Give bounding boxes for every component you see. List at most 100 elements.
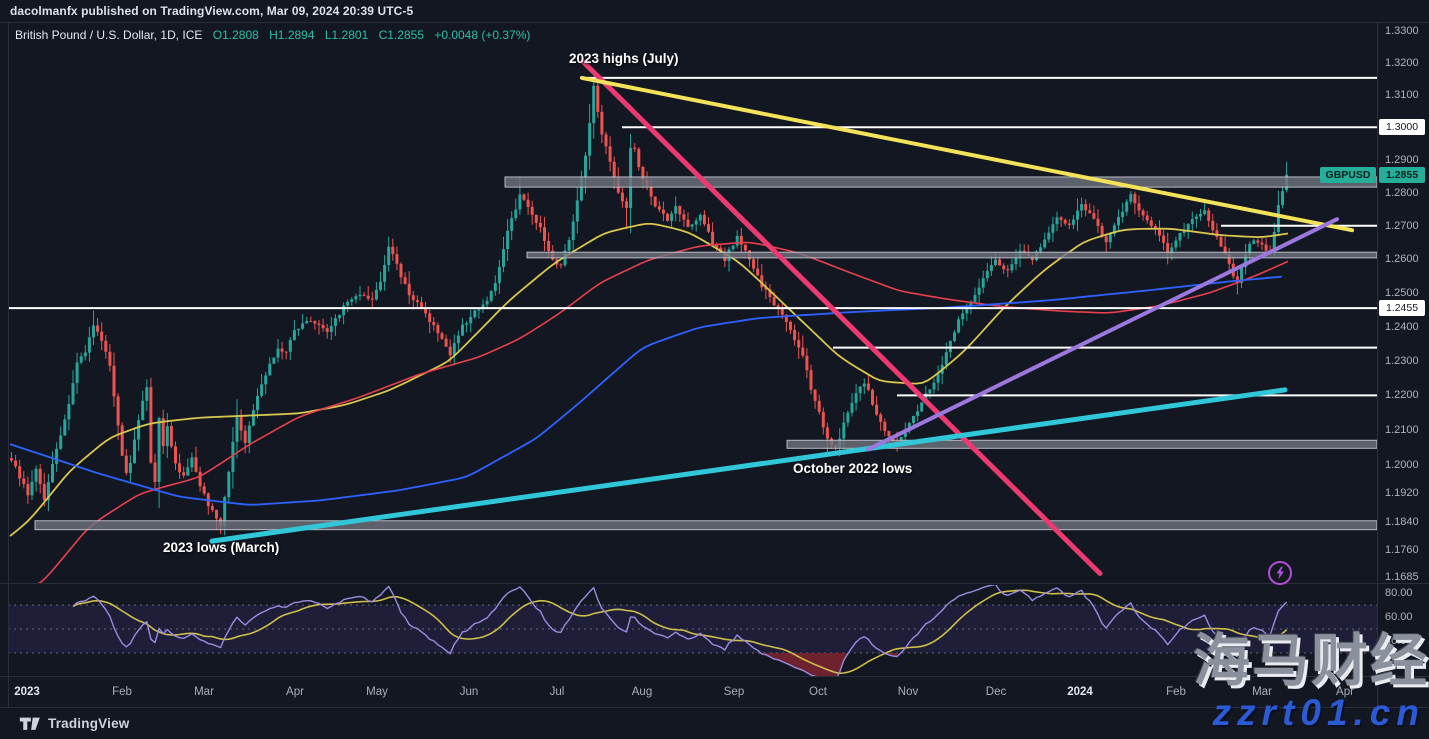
candle [850, 402, 854, 413]
symbol-legend[interactable]: British Pound / U.S. Dollar, 1D, ICE O1.… [15, 28, 530, 42]
candle [604, 134, 608, 147]
candle [387, 246, 391, 266]
candle [977, 287, 981, 295]
candle [309, 320, 313, 322]
candle [682, 214, 686, 220]
candle [1055, 217, 1059, 225]
candle [1281, 191, 1284, 206]
candle [969, 301, 973, 307]
candle [760, 275, 764, 288]
candle [317, 323, 321, 325]
candle [288, 339, 292, 352]
candle [1071, 219, 1075, 225]
candle [912, 415, 915, 424]
candle [87, 337, 91, 353]
time-axis-label: Feb [1166, 686, 1186, 698]
price-axis-label: 1.2400 [1385, 320, 1419, 333]
chart-annotation-text[interactable]: 2023 highs (July) [569, 51, 679, 66]
candle [596, 85, 600, 112]
candle [112, 365, 116, 397]
candle [989, 265, 993, 271]
time-axis[interactable]: 2023 Feb Mar Apr May Jun Jul Aug Sep Oct Nov Dec 202… [0, 677, 1429, 707]
candle [686, 219, 690, 227]
price-axis-label: 1.2300 [1385, 354, 1419, 367]
candle [141, 400, 145, 421]
time-axis-label: Aug [631, 686, 653, 698]
candle [567, 240, 571, 251]
candle [649, 187, 653, 197]
candle [440, 333, 444, 339]
candle [575, 200, 579, 222]
candle [1117, 217, 1120, 226]
candle [764, 287, 768, 290]
price-axis[interactable]: 1.3300 1.3200 1.3100 1.2900 1.2800 1.2700 1.26… [1377, 22, 1429, 707]
candle [223, 497, 227, 526]
price-axis-label: 1.2900 [1385, 153, 1419, 166]
ma-fast-yellow [9, 223, 1289, 537]
candle [678, 206, 682, 215]
rsi-axis-label: 40.00 [1385, 635, 1413, 647]
candle [239, 414, 243, 431]
candle [321, 324, 325, 329]
candle [79, 356, 83, 363]
chart-annotation-text[interactable]: 2023 lows (March) [163, 540, 280, 555]
candle [1203, 210, 1207, 214]
candle [399, 263, 403, 278]
tradingview-brand-text[interactable]: TradingView [48, 716, 130, 731]
candle [465, 323, 469, 325]
candle [612, 161, 616, 178]
chart-annotation-text[interactable]: October 2022 lows [793, 461, 913, 476]
candle [985, 270, 989, 279]
candle [776, 305, 780, 308]
candle [1006, 269, 1010, 271]
candle [1125, 201, 1129, 212]
candle [698, 214, 702, 221]
candle [1092, 213, 1096, 219]
candle [862, 383, 866, 387]
candle [325, 328, 329, 332]
candle [448, 346, 452, 356]
candle [227, 471, 231, 498]
candle [276, 348, 280, 358]
candle [846, 412, 850, 423]
trendline-downtrend-yellow [580, 75, 1354, 233]
publish-info-text: dacolmanfx published on TradingView.com,… [10, 4, 414, 18]
ma-mid-red [37, 241, 1289, 583]
candle [1256, 240, 1260, 243]
lightning-badge-icon[interactable] [1268, 561, 1292, 585]
time-axis-label: Apr [286, 686, 304, 698]
candle [1162, 235, 1166, 243]
candle [366, 295, 370, 299]
candle [1010, 264, 1014, 271]
candle [1240, 267, 1243, 283]
time-axis-label: Dec [985, 686, 1007, 698]
symbol-price-flag: GBPUSD [1320, 166, 1376, 183]
candle [34, 468, 38, 482]
price-axis-label: 1.1840 [1385, 515, 1419, 528]
candle [420, 302, 423, 308]
candle [666, 213, 669, 221]
candle [75, 362, 79, 384]
candle [768, 289, 772, 298]
tradingview-logo-icon[interactable] [19, 716, 41, 731]
pane-divider[interactable] [0, 583, 1429, 584]
candle [55, 448, 59, 464]
candle [424, 307, 428, 314]
candle [67, 404, 71, 420]
candle [1084, 204, 1088, 211]
candle [588, 123, 592, 156]
symbol-title[interactable]: British Pound / U.S. Dollar, 1D, ICE [15, 28, 203, 42]
candle [202, 486, 206, 494]
candle [63, 419, 67, 436]
candle [1014, 257, 1018, 265]
candle [948, 340, 952, 353]
candle [497, 266, 501, 284]
candle [707, 224, 710, 232]
candle [133, 439, 136, 463]
price-level-badge: 1.2455 [1379, 300, 1425, 317]
candle [1096, 218, 1100, 226]
candle [1047, 232, 1051, 240]
candle [625, 201, 628, 208]
candle [608, 146, 612, 162]
